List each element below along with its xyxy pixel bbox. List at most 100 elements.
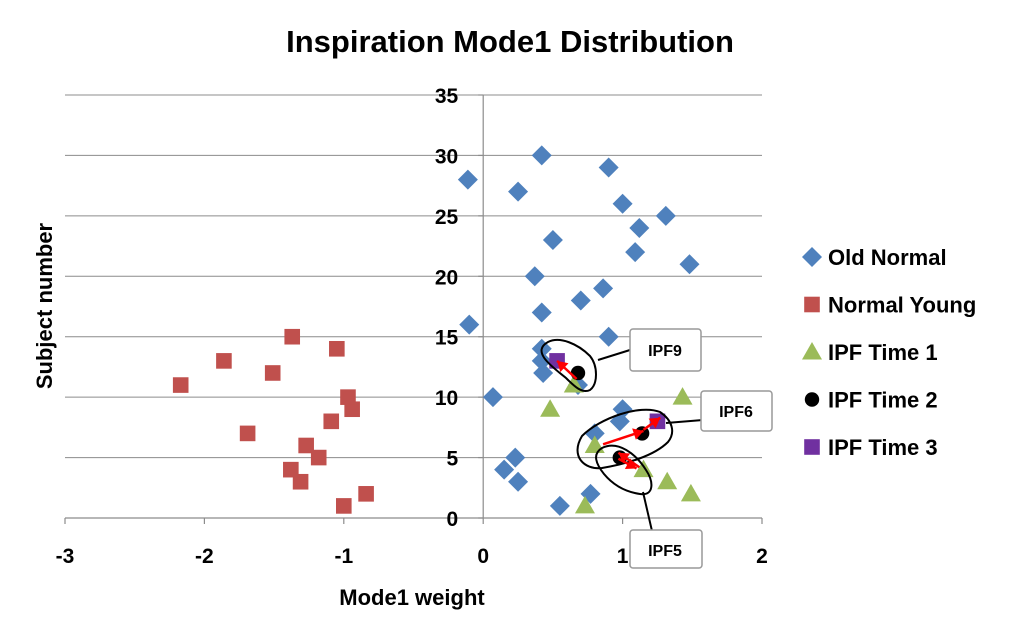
data-point: [344, 401, 360, 418]
data-point: [574, 495, 595, 514]
data-point: [310, 449, 327, 466]
data-point: [542, 230, 563, 251]
callout-label-ipf5: IPF5: [648, 543, 682, 560]
callout-box-ipf6: [700, 390, 773, 432]
x-tick-label: -3: [56, 545, 75, 568]
callout-ipf9: IPF9: [629, 328, 702, 372]
x-tick-label: 1: [617, 545, 629, 568]
data-point: [524, 266, 545, 287]
data-point: [570, 290, 591, 311]
data-point: [531, 145, 552, 166]
callout-ipf5: IPF5: [629, 529, 703, 569]
arrow-head: [624, 458, 637, 470]
data-point: [298, 437, 314, 454]
legend-marker: [802, 342, 822, 360]
data-point: [329, 341, 345, 357]
data-point: [216, 353, 232, 369]
arrow-head: [632, 428, 644, 440]
arrow-head: [648, 417, 661, 429]
data-point: [593, 278, 614, 299]
ipf6-leader: [665, 419, 704, 424]
x-tick-label: 0: [477, 545, 489, 568]
data-point: [629, 217, 650, 238]
data-point: [655, 205, 676, 226]
series-ipf-time-1: [540, 375, 701, 514]
legend-label: IPF Time 3: [828, 435, 938, 460]
legend-label: Normal Young: [828, 293, 976, 318]
ipf6-outline: [576, 408, 674, 470]
callout-box-ipf9: [629, 328, 702, 372]
data-point: [680, 483, 701, 502]
legend-marker: [804, 296, 820, 313]
legend-item: IPF Time 1: [802, 340, 938, 365]
data-point: [584, 435, 605, 453]
axes: [64, 94, 763, 524]
data-point: [570, 365, 586, 381]
data-point: [340, 389, 356, 405]
legend-marker: [804, 392, 820, 407]
ipf5-leader: [642, 491, 653, 532]
y-tick-label: 35: [435, 85, 459, 108]
x-tick-label: 2: [756, 545, 768, 568]
legend-marker: [804, 439, 820, 455]
legend: Old Normal Normal Young IPF Time 1 IPF Time…: [802, 245, 976, 460]
red-arrow: [556, 359, 578, 380]
chart-title: Inspiration Mode1 Distribution: [286, 24, 734, 59]
y-tick-labels: 0 5 10 15 20 25 30 35: [435, 85, 459, 531]
data-point: [531, 302, 552, 323]
data-point: [598, 157, 619, 178]
data-point: [239, 425, 256, 442]
data-point: [531, 350, 552, 371]
arrow-head: [618, 452, 631, 464]
red-arrow: [602, 428, 644, 446]
y-tick-label: 10: [435, 387, 458, 410]
data-point: [459, 314, 480, 335]
red-arrow: [617, 451, 641, 469]
callout-leaders: [597, 349, 704, 532]
ipf9-leader: [597, 349, 631, 361]
data-point: [358, 486, 374, 502]
data-point: [505, 447, 526, 468]
y-tick-label: 20: [435, 266, 458, 289]
data-point: [284, 328, 301, 345]
data-point: [625, 242, 646, 263]
x-tick-labels: -3 -2 -1 0 1 2: [56, 545, 768, 568]
callout-label-ipf6: IPF6: [719, 404, 753, 421]
data-point: [672, 387, 693, 405]
ipf9-outline: [540, 338, 597, 392]
legend-item: IPF Time 2: [804, 388, 938, 413]
legend-marker: [802, 247, 822, 267]
data-point: [508, 471, 529, 492]
data-point: [494, 459, 515, 480]
data-point: [598, 326, 619, 347]
data-point: [612, 193, 633, 214]
data-point: [679, 254, 700, 275]
data-point: [508, 181, 529, 202]
y-tick-label: 15: [435, 327, 459, 350]
data-point: [336, 498, 352, 514]
x-axis-label: Mode1 weight: [339, 585, 485, 610]
legend-item: IPF Time 3: [804, 435, 938, 460]
series-normal-young: [172, 328, 374, 514]
data-point: [283, 461, 299, 478]
callout-ipf6: IPF6: [700, 390, 773, 432]
legend-label: IPF Time 1: [828, 340, 938, 365]
data-point: [634, 426, 650, 441]
y-tick-label: 0: [447, 508, 459, 531]
data-point: [657, 471, 678, 490]
data-point: [172, 377, 189, 393]
legend-item: Normal Young: [804, 293, 976, 318]
group-outlines: [540, 338, 674, 496]
ipf5-outline: [595, 444, 653, 496]
red-arrow: [617, 457, 638, 470]
data-point: [323, 413, 340, 430]
y-tick-label: 5: [447, 448, 459, 471]
legend-item: Old Normal: [802, 245, 947, 270]
legend-label: Old Normal: [828, 245, 947, 270]
y-axis-label: Subject number: [32, 222, 57, 389]
legend-label: IPF Time 2: [828, 388, 938, 413]
red-arrows: [556, 359, 661, 470]
gridlines: [65, 94, 762, 519]
data-point: [482, 387, 503, 408]
